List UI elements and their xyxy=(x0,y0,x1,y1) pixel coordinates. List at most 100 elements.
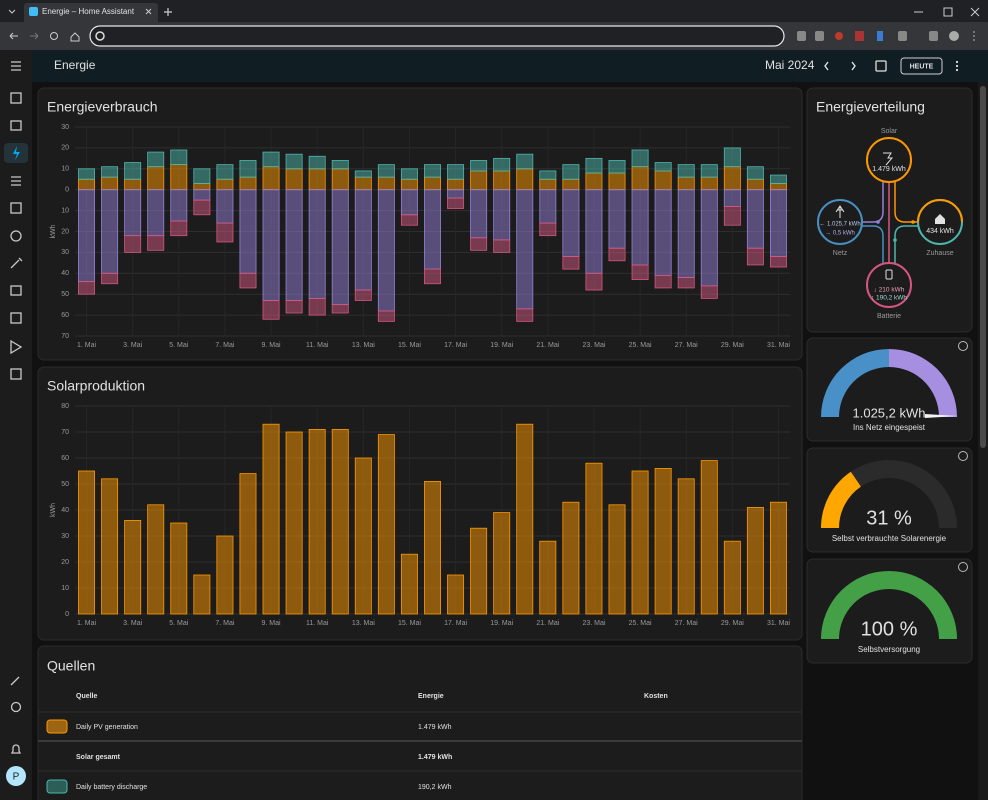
bar xyxy=(78,168,96,180)
sources-card xyxy=(37,645,803,800)
reload[interactable] xyxy=(50,32,58,40)
new-tab[interactable] xyxy=(164,8,172,16)
bar xyxy=(193,574,211,615)
bar xyxy=(769,501,787,615)
nav-media[interactable] xyxy=(10,230,22,242)
bar xyxy=(331,160,349,170)
nav-developer[interactable] xyxy=(10,676,20,686)
solar-node[interactable] xyxy=(866,137,912,183)
address-bar[interactable] xyxy=(89,25,785,47)
bar xyxy=(193,183,211,191)
tab-close[interactable] xyxy=(145,8,152,15)
bar xyxy=(354,189,372,291)
column-header: Quelle xyxy=(76,693,98,700)
bar xyxy=(723,166,741,191)
bar xyxy=(516,189,534,310)
today-button[interactable] xyxy=(900,57,943,75)
y-tick-label: 30 xyxy=(61,533,69,540)
x-tick-label: 19. Mai xyxy=(490,620,513,627)
bar xyxy=(769,189,787,257)
bar xyxy=(677,176,695,191)
next-period[interactable] xyxy=(851,61,856,71)
y-tick-label: 20 xyxy=(61,559,69,566)
bar xyxy=(170,220,188,237)
y-axis-label: kWh xyxy=(50,224,57,238)
info-icons[interactable] xyxy=(958,341,968,572)
column-header: Energie xyxy=(418,693,444,700)
nav-map[interactable] xyxy=(10,120,22,131)
bar xyxy=(124,189,142,237)
bar xyxy=(170,164,188,191)
bar xyxy=(331,168,349,191)
bar xyxy=(631,470,649,615)
bar xyxy=(239,473,257,615)
bar xyxy=(700,176,718,191)
nav-tools[interactable] xyxy=(10,257,23,269)
bar xyxy=(170,189,188,222)
x-tick-label: 15. Mai xyxy=(398,342,421,349)
close-window[interactable] xyxy=(970,7,980,17)
distribution-title: Energieverteilung xyxy=(816,99,925,115)
tab-menu[interactable] xyxy=(8,9,16,14)
nav-logbook[interactable] xyxy=(11,176,21,186)
nav-settings[interactable] xyxy=(10,701,22,713)
back[interactable] xyxy=(9,32,18,40)
bar xyxy=(493,170,511,191)
nav-store[interactable] xyxy=(10,285,22,296)
header xyxy=(32,50,988,82)
grid-node[interactable] xyxy=(817,199,863,245)
bar xyxy=(308,155,326,170)
bar xyxy=(170,149,188,166)
nav-history[interactable] xyxy=(10,202,22,214)
home[interactable] xyxy=(70,32,80,42)
maximize[interactable] xyxy=(943,7,953,17)
x-tick-label: 5. Mai xyxy=(169,342,189,349)
nav-overview[interactable] xyxy=(10,92,22,104)
battery-node[interactable] xyxy=(866,262,912,308)
bar xyxy=(723,540,741,615)
calendar[interactable] xyxy=(875,60,887,72)
forward[interactable] xyxy=(30,32,39,40)
bar xyxy=(354,289,372,301)
bar xyxy=(654,274,672,289)
bar xyxy=(539,170,557,180)
bar xyxy=(400,214,418,226)
x-tick-label: 17. Mai xyxy=(444,342,467,349)
bar xyxy=(562,501,580,615)
bar xyxy=(424,480,441,615)
bar xyxy=(769,256,787,268)
y-tick-label: 10 xyxy=(61,166,69,173)
nav-vscode[interactable] xyxy=(10,339,23,355)
gauge-needle xyxy=(925,414,958,418)
nav-terminal[interactable] xyxy=(10,368,22,380)
menu-toggle[interactable] xyxy=(11,61,21,71)
x-tick-label: 11. Mai xyxy=(306,342,329,349)
tab-title: Energie – Home Assistant xyxy=(42,7,135,16)
home-icon xyxy=(935,214,945,224)
x-tick-label: 23. Mai xyxy=(582,342,605,349)
node-value: 434 kWh xyxy=(926,228,954,235)
page-title: Energie xyxy=(54,58,96,72)
bar xyxy=(147,166,165,191)
bar xyxy=(285,189,303,301)
bar xyxy=(101,478,119,615)
scroll-thumb[interactable] xyxy=(980,86,986,448)
bar xyxy=(723,206,741,226)
bar xyxy=(516,423,534,615)
prev-period[interactable] xyxy=(824,61,829,71)
table-cell: 1.479 kWh xyxy=(418,724,452,731)
period: Mai 2024 xyxy=(765,58,815,72)
y-tick-label: 80 xyxy=(61,403,69,410)
y-tick-label: 60 xyxy=(61,312,69,319)
active-tab[interactable] xyxy=(24,3,158,22)
bar xyxy=(147,504,165,615)
flow-dots xyxy=(876,220,915,242)
table-lines xyxy=(38,711,802,772)
overflow-menu[interactable] xyxy=(955,60,959,72)
x-tick-label: 13. Mai xyxy=(352,342,375,349)
nav-media-browser[interactable] xyxy=(10,312,22,324)
x-tick-label: 31. Mai xyxy=(767,342,790,349)
avatar[interactable] xyxy=(6,766,26,786)
nav-notifications[interactable] xyxy=(10,744,22,754)
bar xyxy=(470,160,488,172)
